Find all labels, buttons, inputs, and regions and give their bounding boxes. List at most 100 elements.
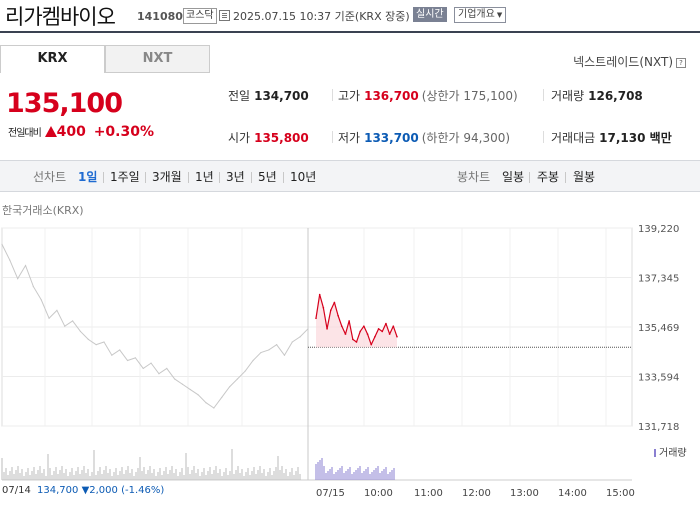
candle-daily[interactable]: 일봉 <box>502 170 525 184</box>
prev-day-point <box>126 359 129 362</box>
line-chart-label: 선차트 <box>33 170 67 184</box>
stat-high-value: 136,700 <box>364 89 419 103</box>
caret-down-icon: ▼ <box>496 11 503 19</box>
prev-day-point <box>291 341 293 343</box>
stat-low: 저가 133,700 (하한가 94,300) <box>338 129 510 146</box>
today-point <box>355 341 358 343</box>
stat-prev-close: 전일 134,700 <box>228 87 309 104</box>
prev-pct: (-1.46%) <box>121 485 165 496</box>
nxt-link[interactable]: 넥스트레이드(NXT)? <box>573 53 686 70</box>
today-segment <box>348 320 354 340</box>
help-icon[interactable]: ? <box>676 58 686 68</box>
period-1w[interactable]: 1주일 <box>110 170 140 184</box>
today-point <box>396 335 398 338</box>
period-10y[interactable]: 10년 <box>290 170 317 184</box>
prev-day-point <box>119 349 121 351</box>
prev-day-point <box>181 383 184 385</box>
prev-day-point <box>166 367 168 370</box>
stat-low-value: 133,700 <box>364 131 419 145</box>
prev-day-point <box>205 402 207 404</box>
today-segment <box>389 325 394 335</box>
chart-period-bar: 선차트 1일 1주일 3개월 1년 3년 5년 10년 봉차트 일봉 주봉 월봉 <box>0 160 700 192</box>
stat-open: 시가 135,800 <box>228 129 309 146</box>
prev-day-point <box>228 386 231 388</box>
prev-day-point <box>307 328 309 330</box>
today-point <box>333 301 336 304</box>
market-badge: 코스닥 <box>183 8 217 24</box>
today-point <box>337 314 339 317</box>
y-tick-label: 139,220 <box>638 224 679 235</box>
prev-date: 07/14 <box>2 485 31 496</box>
realtime-button[interactable]: 실시간 <box>413 7 447 22</box>
stat-prev-close-value: 134,700 <box>254 89 309 103</box>
stat-volume: 거래량 126,708 <box>551 87 643 104</box>
divider <box>219 172 220 183</box>
corp-info-label: 기업개요 <box>458 9 495 20</box>
stat-open-label: 시가 <box>228 131 251 145</box>
prev-day-point <box>64 325 66 327</box>
x-tick-label: 14:00 <box>558 488 587 499</box>
stock-name: 리가켐바이오 <box>5 5 116 29</box>
candle-monthly[interactable]: 월봉 <box>573 170 596 184</box>
divider <box>251 172 252 183</box>
stat-open-value: 135,800 <box>254 131 309 145</box>
divider <box>103 172 104 183</box>
period-3y[interactable]: 3년 <box>226 170 245 184</box>
today-point <box>381 330 384 333</box>
market-tabs: KRX NXT <box>0 45 210 73</box>
period-3m[interactable]: 3개월 <box>152 170 182 184</box>
today-point <box>348 320 350 322</box>
candle-weekly[interactable]: 주봉 <box>537 170 560 184</box>
prev-day-point <box>142 367 144 370</box>
tab-krx[interactable]: KRX <box>0 45 105 73</box>
prev-day-point <box>260 351 262 354</box>
prev-day-line <box>1 244 309 409</box>
period-5y[interactable]: 5년 <box>258 170 277 184</box>
stat-lower-limit: (하한가 94,300) <box>421 131 511 145</box>
x-tick-label: 07/15 <box>316 488 345 499</box>
prev-day-point <box>236 378 238 380</box>
today-point <box>352 338 354 341</box>
prev-day-point <box>283 354 286 356</box>
prev-day-point <box>299 336 301 338</box>
today-point <box>366 333 369 335</box>
stat-amount: 거래대금 17,130 백만 <box>551 129 672 146</box>
y-tick-label: 137,345 <box>638 274 679 285</box>
timestamp: 2025.07.15 10:37 기준(KRX 장중) <box>233 10 410 23</box>
today-point <box>315 317 317 320</box>
prev-day-point <box>72 320 74 322</box>
prev-day-point <box>244 370 246 372</box>
x-tick-label: 10:00 <box>364 488 393 499</box>
period-1d[interactable]: 1일 <box>78 170 98 184</box>
period-1y[interactable]: 1년 <box>195 170 214 184</box>
prev-price: 134,700 <box>37 485 79 496</box>
y-tick-label: 131,718 <box>638 422 679 433</box>
today-point <box>340 325 343 327</box>
tab-nxt[interactable]: NXT <box>105 45 210 73</box>
today-point <box>326 328 328 330</box>
current-price: 135,100 <box>6 88 123 119</box>
today-segment <box>363 325 369 335</box>
prev-day-point <box>189 388 191 391</box>
prev-day-point <box>197 394 199 396</box>
today-point <box>377 328 380 330</box>
change-percent: +0.30% <box>93 124 155 140</box>
stat-volume-label: 거래량 <box>551 89 585 103</box>
corp-info-dropdown[interactable]: 기업개요 ▼ <box>454 7 507 23</box>
prev-day-summary: 07/14 134,700 ▼2,000 (-1.46%) <box>2 485 164 496</box>
today-point <box>392 325 395 327</box>
stat-volume-value: 126,708 <box>588 89 643 103</box>
today-point <box>388 333 391 335</box>
y-tick-label: 133,594 <box>638 373 679 384</box>
today-point <box>370 343 373 346</box>
prev-day-point <box>221 396 223 399</box>
divider <box>332 89 333 101</box>
prev-day-point <box>103 341 105 343</box>
prev-day-point <box>174 378 176 380</box>
prev-day-point <box>213 407 215 409</box>
today-point <box>385 322 387 325</box>
today-segment <box>319 294 324 308</box>
prev-day-point <box>276 344 278 346</box>
divider <box>283 172 284 183</box>
